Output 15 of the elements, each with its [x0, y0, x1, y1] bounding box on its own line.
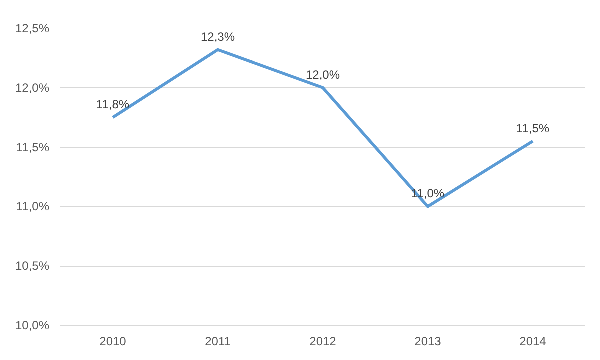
- x-tick-label: 2010: [100, 334, 127, 348]
- y-tick-label: 11,0%: [16, 200, 50, 214]
- y-tick-label: 11,5%: [16, 140, 50, 154]
- x-tick-label: 2012: [310, 334, 337, 348]
- y-tick-label: 10,0%: [15, 318, 50, 332]
- y-tick-label: 10,5%: [15, 259, 50, 274]
- data-label: 11,5%: [516, 121, 550, 136]
- data-label: 12,0%: [306, 68, 340, 82]
- data-label: 12,3%: [200, 30, 236, 44]
- x-tick-label: 2013: [414, 334, 442, 348]
- x-tick-label: 2014: [520, 334, 547, 348]
- y-tick-label: 12,0%: [15, 80, 50, 95]
- x-tick-label: 2011: [205, 334, 232, 348]
- y-tick-label: 12,5%: [15, 22, 50, 36]
- data-label: 11,8%: [96, 98, 130, 112]
